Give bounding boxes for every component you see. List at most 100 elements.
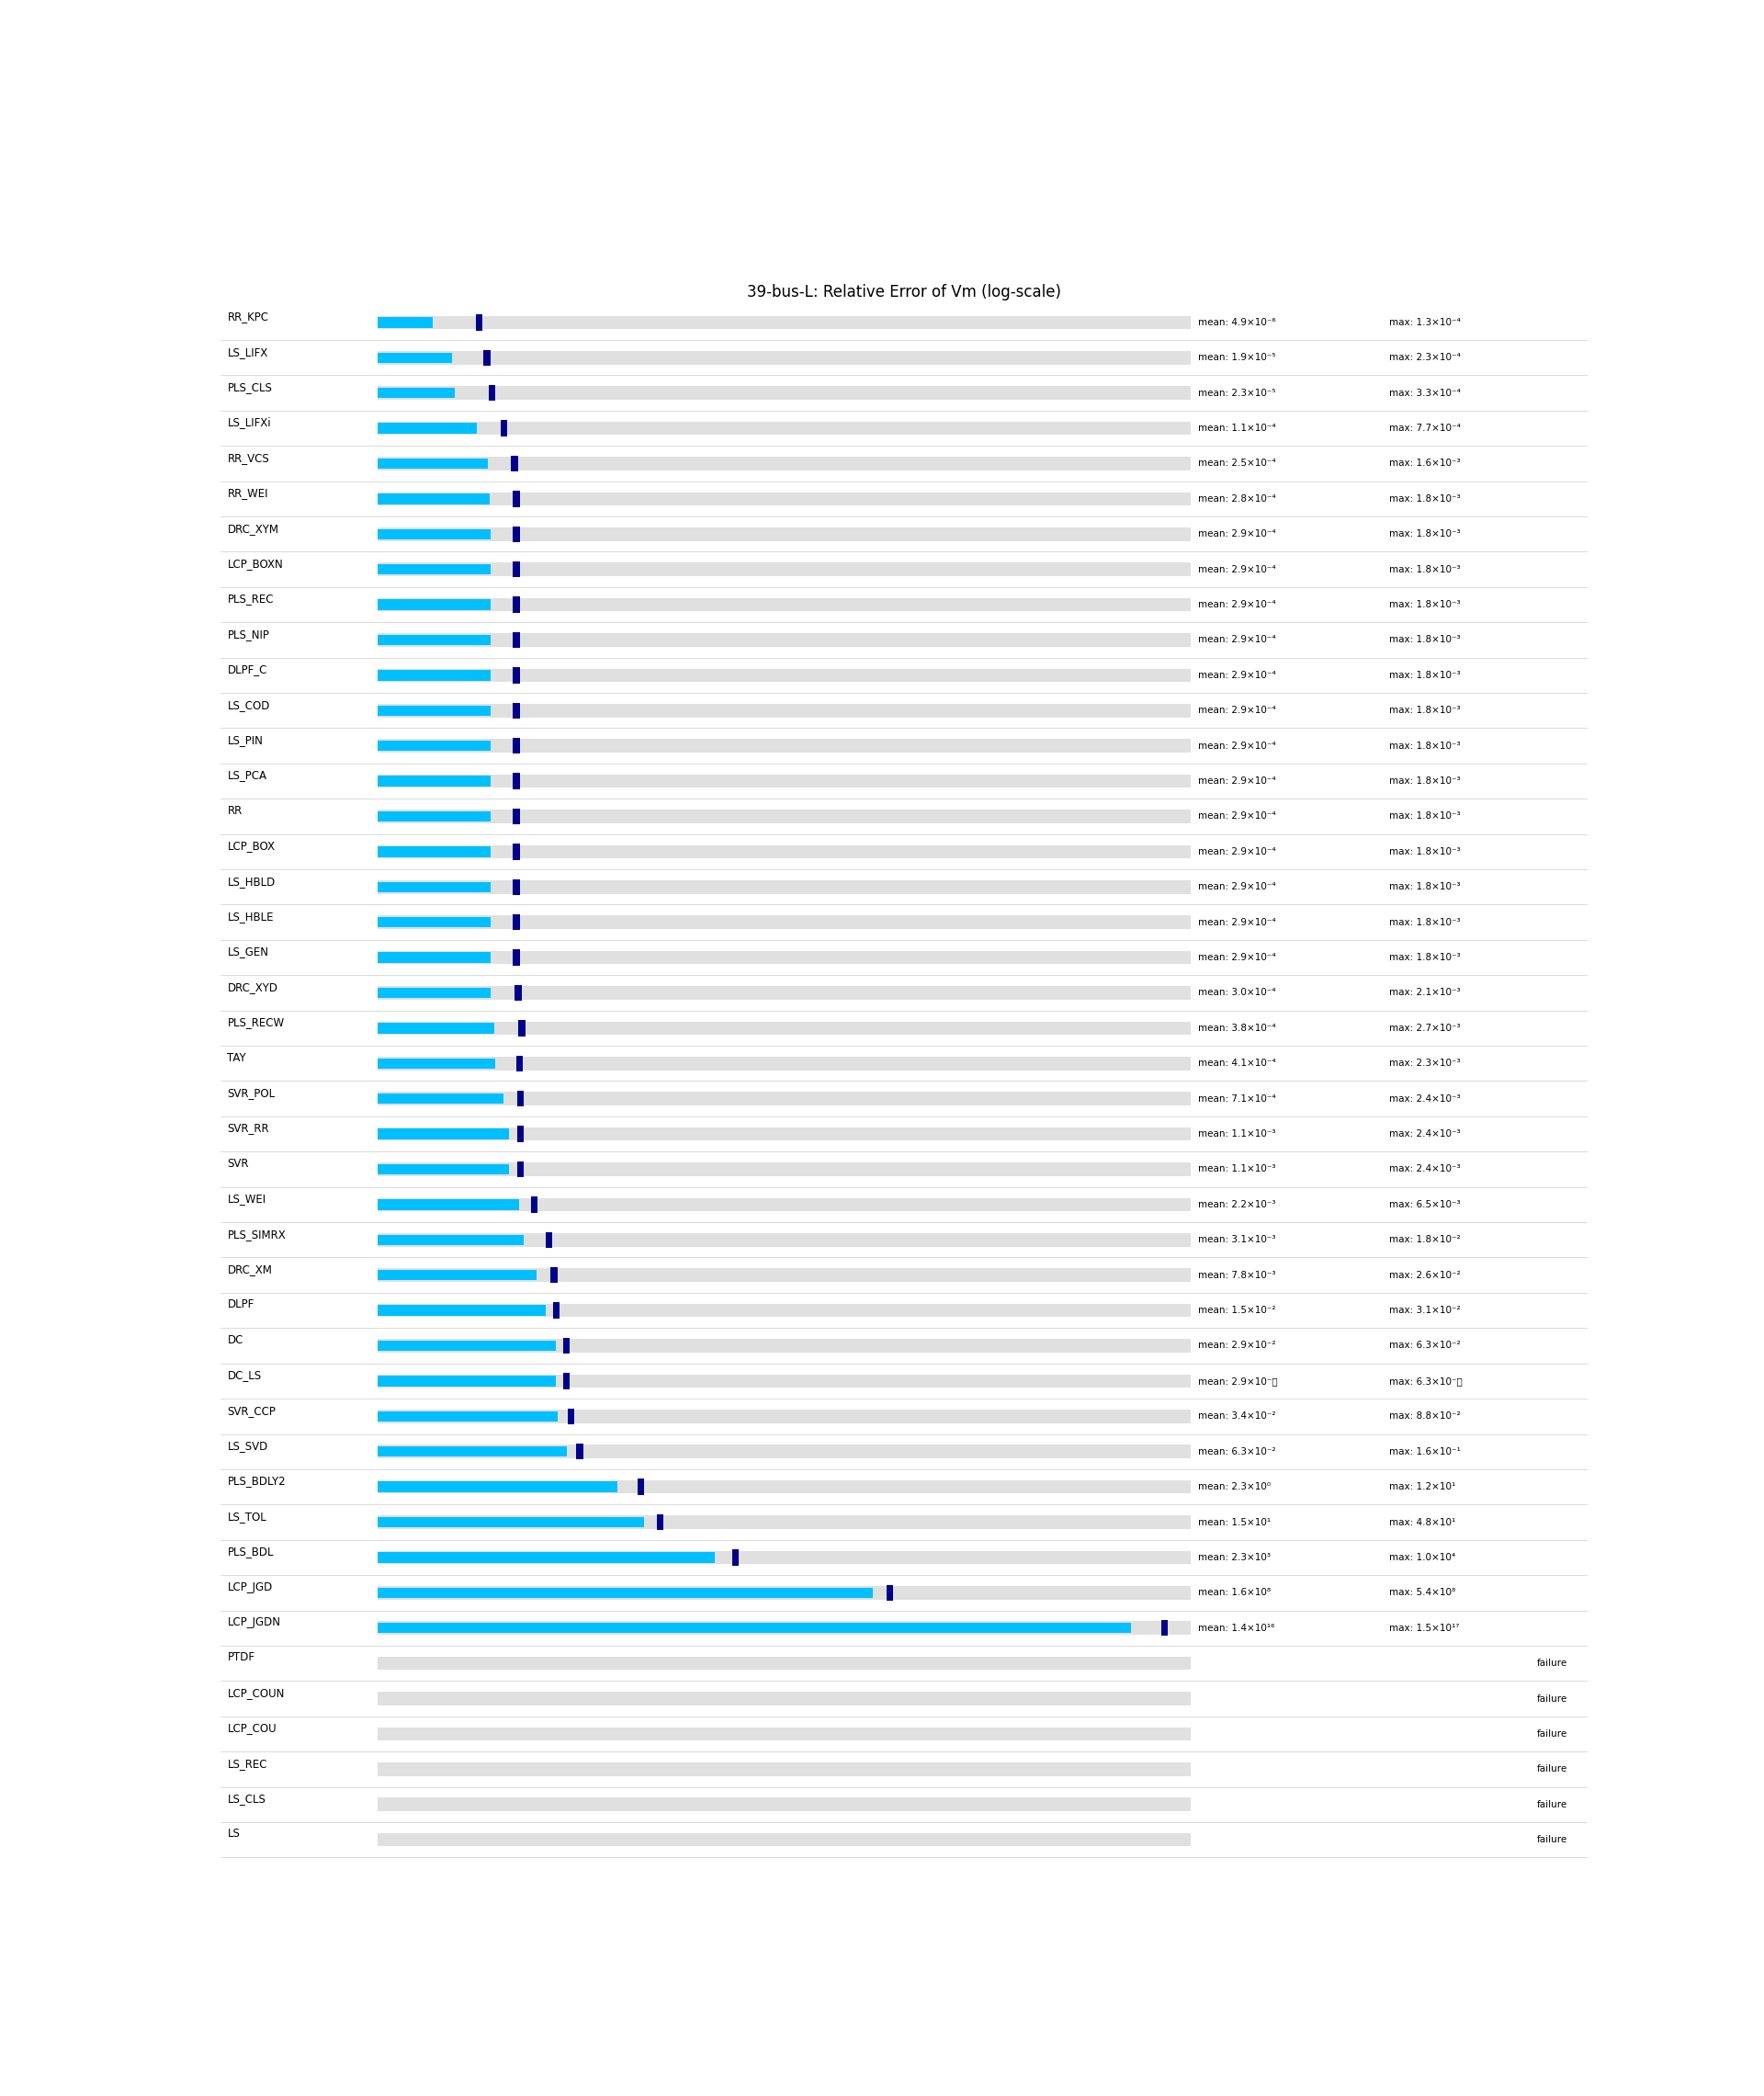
- Bar: [377, 316, 432, 327]
- Text: RR: RR: [228, 805, 242, 817]
- Bar: [377, 1199, 1191, 1211]
- Bar: [377, 985, 1191, 1000]
- Bar: [377, 1094, 503, 1105]
- Text: mean: 2.9×10⁻⁴: mean: 2.9×10⁻⁴: [1198, 635, 1275, 646]
- Bar: [517, 1056, 524, 1071]
- Text: max: 1.6×10⁻³: max: 1.6×10⁻³: [1390, 459, 1461, 467]
- Bar: [1161, 1620, 1168, 1637]
- Text: mean: 6.3×10⁻²: mean: 6.3×10⁻²: [1198, 1446, 1275, 1457]
- Text: SVR_POL: SVR_POL: [228, 1088, 275, 1098]
- Bar: [377, 1444, 1191, 1459]
- Bar: [377, 493, 490, 505]
- Text: mean: 2.5×10⁻⁴: mean: 2.5×10⁻⁴: [1198, 459, 1275, 467]
- Text: DRC_XM: DRC_XM: [228, 1264, 272, 1276]
- Bar: [377, 880, 1191, 893]
- Bar: [550, 1268, 557, 1283]
- Text: RR_KPC: RR_KPC: [228, 310, 268, 323]
- Text: max: 1.8×10⁻³: max: 1.8×10⁻³: [1390, 776, 1461, 786]
- Text: LCP_COUN: LCP_COUN: [228, 1687, 284, 1700]
- Bar: [545, 1232, 552, 1247]
- Bar: [656, 1513, 663, 1530]
- Text: max: 1.6×10⁻¹: max: 1.6×10⁻¹: [1390, 1446, 1461, 1457]
- Bar: [513, 878, 520, 895]
- Bar: [515, 985, 522, 1000]
- Text: max: 2.7×10⁻³: max: 2.7×10⁻³: [1390, 1023, 1461, 1033]
- Text: max: 1.8×10⁻²: max: 1.8×10⁻²: [1390, 1235, 1461, 1245]
- Bar: [377, 1232, 1191, 1247]
- Text: PTDF: PTDF: [228, 1652, 254, 1664]
- Bar: [377, 1163, 1191, 1176]
- Text: mean: 2.9×10⁻⁴: mean: 2.9×10⁻⁴: [1198, 564, 1275, 574]
- Bar: [377, 916, 490, 929]
- Text: max: 1.0×10⁴: max: 1.0×10⁴: [1390, 1553, 1455, 1562]
- Text: mean: 2.2×10⁻³: mean: 2.2×10⁻³: [1198, 1201, 1275, 1209]
- Text: mean: 2.9×10⁻⁴: mean: 2.9×10⁻⁴: [1198, 954, 1275, 962]
- Text: mean: 2.9×10⁻⁴: mean: 2.9×10⁻⁴: [1198, 706, 1275, 715]
- Text: mean: 7.1×10⁻⁴: mean: 7.1×10⁻⁴: [1198, 1094, 1275, 1102]
- Text: LS_SVD: LS_SVD: [228, 1440, 268, 1453]
- Text: LS_GEN: LS_GEN: [228, 945, 268, 958]
- Bar: [377, 1446, 566, 1457]
- Bar: [377, 388, 455, 398]
- Text: mean: 2.9×10⁻²: mean: 2.9×10⁻²: [1198, 1341, 1275, 1350]
- Bar: [377, 1268, 1191, 1283]
- Bar: [377, 809, 1191, 824]
- Bar: [377, 1411, 1191, 1423]
- Text: failure: failure: [1536, 1694, 1566, 1704]
- Text: max: 1.8×10⁻³: max: 1.8×10⁻³: [1390, 635, 1461, 646]
- Text: LS_COD: LS_COD: [228, 698, 270, 711]
- Bar: [513, 490, 520, 507]
- Text: PLS_CLS: PLS_CLS: [228, 381, 272, 394]
- Bar: [377, 1656, 1191, 1671]
- Bar: [377, 1834, 1191, 1847]
- Text: mean: 3.1×10⁻³: mean: 3.1×10⁻³: [1198, 1235, 1275, 1245]
- Bar: [377, 386, 1191, 400]
- Text: 39-bus-L: Relative Error of Vm (log-scale): 39-bus-L: Relative Error of Vm (log-scal…: [746, 283, 1062, 300]
- Bar: [732, 1549, 739, 1566]
- Bar: [377, 635, 490, 646]
- Bar: [377, 528, 1191, 541]
- Text: LCP_BOXN: LCP_BOXN: [228, 558, 284, 570]
- Text: SVR: SVR: [228, 1157, 249, 1170]
- Text: max: 7.7×10⁻⁴: max: 7.7×10⁻⁴: [1390, 423, 1461, 434]
- Bar: [377, 1551, 1191, 1564]
- Bar: [377, 1375, 556, 1385]
- Text: LS_LIFX: LS_LIFX: [228, 346, 268, 358]
- Bar: [377, 1587, 1191, 1599]
- Bar: [377, 1798, 1191, 1811]
- Text: mean: 1.9×10⁻⁵: mean: 1.9×10⁻⁵: [1198, 352, 1275, 363]
- Text: mean: 2.9×10⁻⁴: mean: 2.9×10⁻⁴: [1198, 599, 1275, 610]
- Bar: [637, 1480, 644, 1494]
- Bar: [377, 847, 490, 857]
- Bar: [377, 773, 1191, 788]
- Bar: [513, 667, 520, 683]
- Text: LS_PCA: LS_PCA: [228, 769, 266, 782]
- Text: mean: 1.5×10¹: mean: 1.5×10¹: [1198, 1518, 1270, 1526]
- Text: mean: 2.9×10⁻⁴: mean: 2.9×10⁻⁴: [1198, 776, 1275, 786]
- Text: max: 3.1×10⁻²: max: 3.1×10⁻²: [1390, 1306, 1461, 1314]
- Bar: [377, 1270, 536, 1281]
- Text: max: 1.2×10¹: max: 1.2×10¹: [1390, 1482, 1455, 1492]
- Bar: [377, 1341, 556, 1352]
- Bar: [377, 811, 490, 822]
- Bar: [377, 352, 452, 363]
- Bar: [377, 1587, 873, 1597]
- Bar: [377, 1128, 1191, 1140]
- Bar: [377, 350, 1191, 365]
- Text: mean: 2.9×10⁻⁴: mean: 2.9×10⁻⁴: [1198, 882, 1275, 891]
- Bar: [476, 314, 482, 331]
- Text: mean: 1.5×10⁻²: mean: 1.5×10⁻²: [1198, 1306, 1275, 1314]
- Text: max: 1.8×10⁻³: max: 1.8×10⁻³: [1390, 706, 1461, 715]
- Text: mean: 1.4×10¹⁶: mean: 1.4×10¹⁶: [1198, 1624, 1275, 1633]
- Text: max: 4.8×10¹: max: 4.8×10¹: [1390, 1518, 1455, 1526]
- Text: max: 2.3×10⁻³: max: 2.3×10⁻³: [1390, 1058, 1461, 1069]
- Text: max: 1.8×10⁻³: max: 1.8×10⁻³: [1390, 882, 1461, 891]
- Bar: [377, 1092, 1191, 1105]
- Bar: [563, 1373, 570, 1390]
- Bar: [377, 740, 1191, 752]
- Text: mean: 2.9×10⁻⁴: mean: 2.9×10⁻⁴: [1198, 847, 1275, 857]
- Bar: [377, 597, 1191, 612]
- Bar: [377, 1023, 494, 1033]
- Text: max: 2.4×10⁻³: max: 2.4×10⁻³: [1390, 1130, 1461, 1138]
- Bar: [377, 493, 1191, 505]
